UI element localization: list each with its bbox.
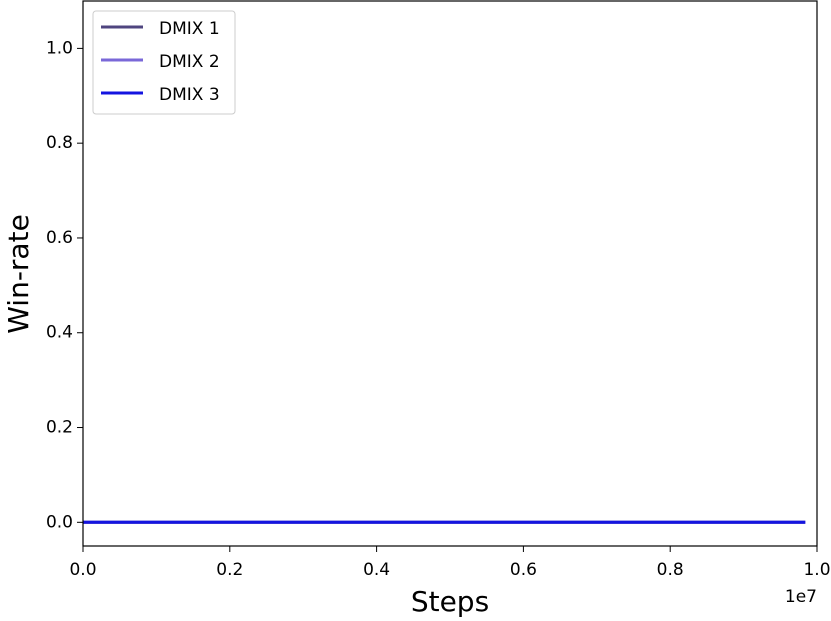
x-offset-text: 1e7 xyxy=(785,587,817,607)
legend-label: DMIX 3 xyxy=(159,85,220,105)
x-tick-label: 1.0 xyxy=(803,560,830,580)
legend-box xyxy=(92,10,236,115)
legend: DMIX 1 DMIX 2 DMIX 3 xyxy=(92,10,236,115)
y-tick-label: 0.4 xyxy=(46,323,73,343)
y-tick-label: 0.8 xyxy=(46,133,73,153)
plot-frame xyxy=(82,0,818,547)
x-tick-label: 0.8 xyxy=(657,560,684,580)
y-tick-label: 0.6 xyxy=(46,228,73,248)
y-tick-label: 0.0 xyxy=(46,512,73,532)
x-tick-label: 0.6 xyxy=(510,560,537,580)
x-tick-label: 0.0 xyxy=(69,560,96,580)
x-axis-label: Steps xyxy=(411,585,489,618)
legend-label: DMIX 1 xyxy=(159,19,220,39)
x-tick-label: 0.2 xyxy=(216,560,243,580)
y-axis-label: Win-rate xyxy=(2,214,35,334)
legend-label: DMIX 2 xyxy=(159,52,220,72)
x-tick-label: 0.4 xyxy=(363,560,390,580)
y-tick-label: 0.2 xyxy=(46,418,73,438)
y-tick-label: 1.0 xyxy=(46,38,73,58)
